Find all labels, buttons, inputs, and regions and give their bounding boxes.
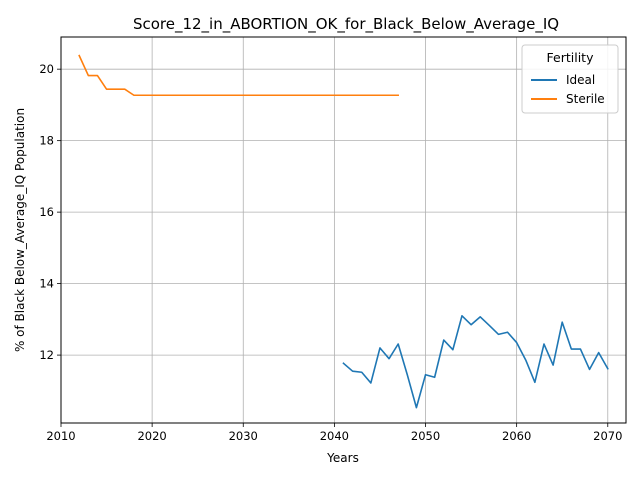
legend: Fertility Ideal Sterile: [521, 44, 619, 114]
legend-label-ideal: Ideal: [566, 73, 595, 87]
x-tick-label: 2030: [229, 429, 258, 443]
axis-ticks: 2010 2020 2030 2040 2050 2060 2070 12 14 16 18 20: [39, 62, 622, 443]
legend-title: Fertility: [547, 50, 595, 65]
x-axis-label: Years: [326, 451, 359, 465]
x-tick-label: 2040: [320, 429, 349, 443]
y-axis-label: % of Black Below_Average_IQ Population: [13, 108, 27, 352]
series-line-sterile: [78, 54, 399, 97]
x-tick-label: 2020: [137, 429, 166, 443]
x-tick-label: 2070: [593, 429, 622, 443]
series-line-ideal: [342, 314, 609, 409]
x-tick-label: 2060: [502, 429, 531, 443]
y-tick-label: 20: [39, 62, 54, 76]
plot-frame: [60, 36, 627, 424]
grid: [60, 37, 626, 423]
series-lines: [78, 54, 609, 409]
y-tick-label: 14: [39, 277, 54, 291]
y-tick-label: 16: [39, 205, 54, 219]
y-tick-label: 18: [39, 134, 54, 148]
chart-title: Score_12_in_ABORTION_OK_for_Black_Below_…: [133, 15, 559, 34]
y-tick-label: 12: [39, 348, 54, 362]
legend-box: [521, 44, 619, 114]
x-tick-label: 2050: [411, 429, 440, 443]
x-tick-label: 2010: [46, 429, 75, 443]
legend-label-sterile: Sterile: [566, 92, 605, 106]
